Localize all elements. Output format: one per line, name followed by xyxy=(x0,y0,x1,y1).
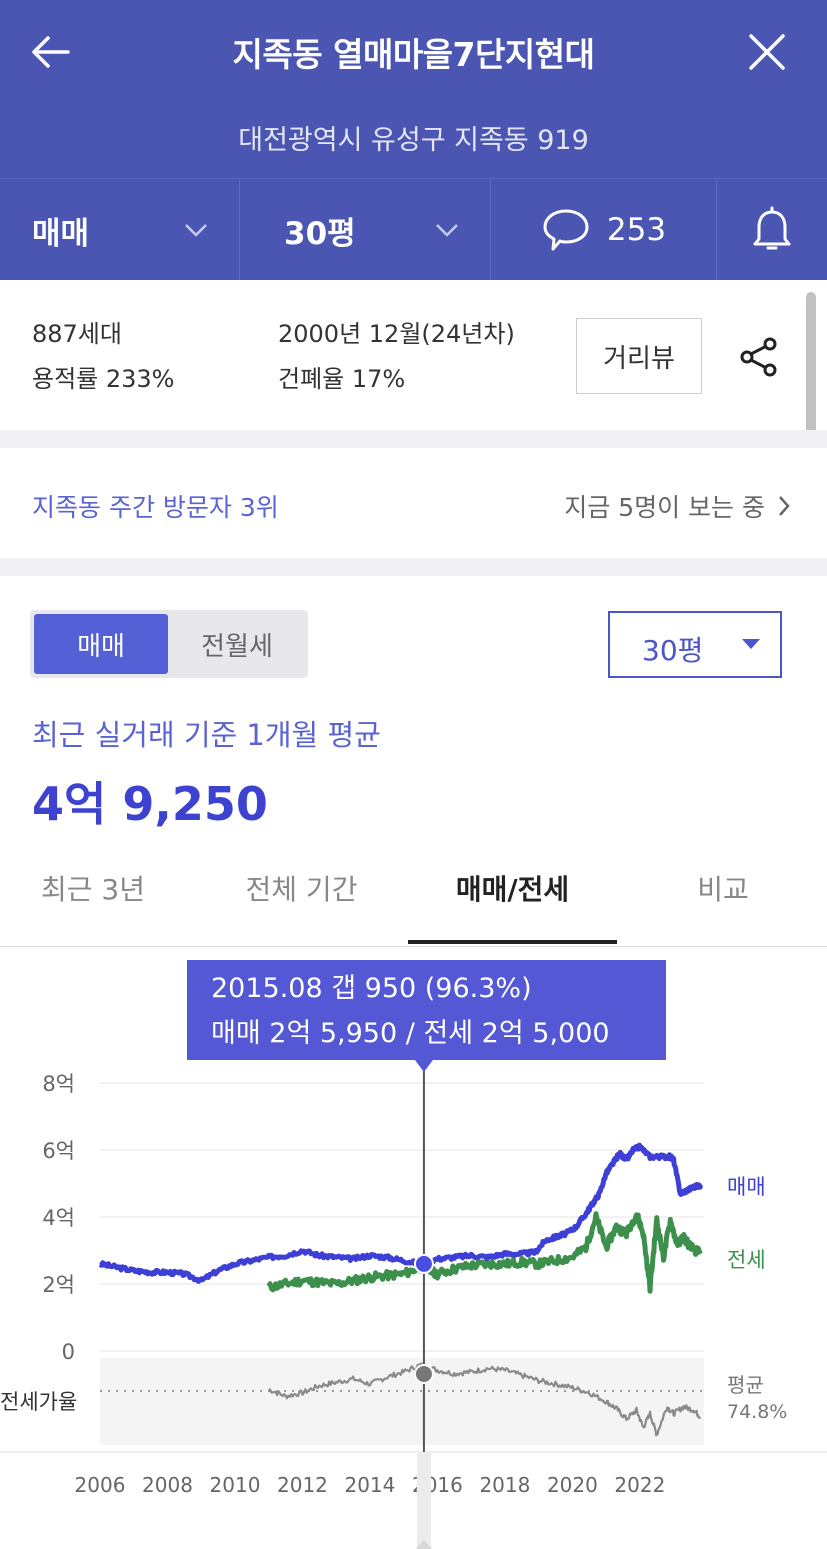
bell-icon xyxy=(753,206,791,250)
tab-recent-3y[interactable]: 최근 3년 xyxy=(41,873,145,906)
avg-price-value: 4억 9,250 xyxy=(32,777,268,831)
chevron-down-icon xyxy=(436,224,458,237)
tooltip-line-gap: 2015.08 갭 950 (96.3%) xyxy=(211,973,532,1004)
y-tick-label: 6억 xyxy=(42,1139,75,1163)
tooltip-pointer xyxy=(414,1060,433,1072)
x-tick-label: 2008 xyxy=(142,1473,193,1497)
x-tick-label: 2006 xyxy=(75,1473,126,1497)
avg-price-label: 최근 실거래 기준 1개월 평균 xyxy=(32,718,381,752)
ratio-average-label: 평균 xyxy=(727,1373,764,1397)
size-select-value: 30평 xyxy=(642,634,704,667)
coverage-ratio: 건폐율 17% xyxy=(278,365,406,393)
households: 887세대 xyxy=(32,320,122,348)
close-icon[interactable] xyxy=(745,30,789,74)
tooltip-line-prices: 매매 2억 5,950 / 전세 2억 5,000 xyxy=(211,1018,610,1049)
y-tick-label: 4억 xyxy=(42,1206,75,1230)
chevron-right-icon xyxy=(779,496,790,516)
x-tick-label: 2020 xyxy=(547,1473,598,1497)
viewers-count: 지금 5명이 보는 중 xyxy=(564,493,765,522)
scrollbar-thumb[interactable] xyxy=(806,292,816,460)
ratio-average-value: 74.8% xyxy=(727,1401,787,1423)
toggle-sale[interactable]: 매매 xyxy=(34,614,168,674)
chart-tooltip: 2015.08 갭 950 (96.3%) 매매 2억 5,950 / 전세 2… xyxy=(187,960,666,1060)
legend-sale: 매매 xyxy=(727,1175,766,1199)
filter-toolbar: 매매 30평 253 xyxy=(0,178,827,281)
y-tick-label: 2억 xyxy=(42,1273,75,1297)
alert-button[interactable] xyxy=(717,179,827,281)
size-select[interactable]: 30평 xyxy=(608,611,782,678)
ratio-line xyxy=(268,1362,702,1437)
comment-count: 253 xyxy=(606,212,667,248)
tab-divider xyxy=(0,946,827,947)
header: 지족동 열매마을7단지현대 대전광역시 유성구 지족동 919 xyxy=(0,0,827,178)
floor-area-ratio: 용적률 233% xyxy=(32,365,175,393)
share-icon[interactable] xyxy=(738,336,780,378)
deal-type-label: 매매 xyxy=(32,215,90,252)
sale-line xyxy=(98,1142,704,1284)
legend-jeonse: 전세 xyxy=(727,1248,766,1272)
active-tab-indicator xyxy=(408,940,617,944)
toggle-rent[interactable]: 전월세 xyxy=(201,631,273,662)
x-tick-label: 2018 xyxy=(479,1473,530,1497)
caret-down-icon xyxy=(742,639,760,649)
chart-cursor-grip xyxy=(415,1540,432,1549)
comment-bubble-icon xyxy=(543,209,589,251)
tab-compare[interactable]: 비교 xyxy=(697,873,749,906)
ratio-axis-label: 전세가율 xyxy=(0,1390,77,1414)
size-dropdown[interactable]: 30평 xyxy=(240,179,490,281)
tab-all-period[interactable]: 전체 기간 xyxy=(245,873,358,906)
visitor-rank: 지족동 주간 방문자 3위 xyxy=(32,493,279,522)
x-tick-label: 2022 xyxy=(614,1473,665,1497)
complex-info: 887세대 용적률 233% 2000년 12월(24년차) 건폐율 17% xyxy=(0,280,827,430)
address: 대전광역시 유성구 지족동 919 xyxy=(238,125,589,156)
deal-toggle: 매매 전월세 xyxy=(30,610,308,678)
tab-sale-jeonse[interactable]: 매매/전세 xyxy=(455,873,570,906)
chevron-down-icon xyxy=(185,224,207,237)
visitors-bar: 지족동 주간 방문자 3위 지금 5명이 보는 중 xyxy=(0,448,827,558)
x-tick-label: 2014 xyxy=(344,1473,395,1497)
divider xyxy=(0,558,827,576)
divider xyxy=(0,430,827,448)
chart-cursor-handle[interactable] xyxy=(416,1452,431,1549)
x-tick-label: 2012 xyxy=(277,1473,328,1497)
viewers-link[interactable]: 지금 5명이 보는 중 xyxy=(564,488,791,524)
deal-type-dropdown[interactable]: 매매 xyxy=(0,179,239,281)
x-tick-label: 2010 xyxy=(210,1473,261,1497)
size-label: 30평 xyxy=(284,215,356,252)
comments-button[interactable]: 253 xyxy=(491,179,716,281)
cursor-marker-ratio xyxy=(413,1364,434,1384)
built-year: 2000년 12월(24년차) xyxy=(278,320,515,348)
page-title: 지족동 열매마을7단지현대 xyxy=(232,35,595,74)
jeonse-line xyxy=(266,1211,703,1294)
cursor-marker-sale xyxy=(413,1253,434,1274)
y-tick-label: 0 xyxy=(62,1340,75,1364)
street-view-button[interactable]: 거리뷰 xyxy=(576,318,702,394)
back-arrow-icon[interactable] xyxy=(28,30,72,74)
y-tick-label: 8억 xyxy=(42,1072,75,1096)
